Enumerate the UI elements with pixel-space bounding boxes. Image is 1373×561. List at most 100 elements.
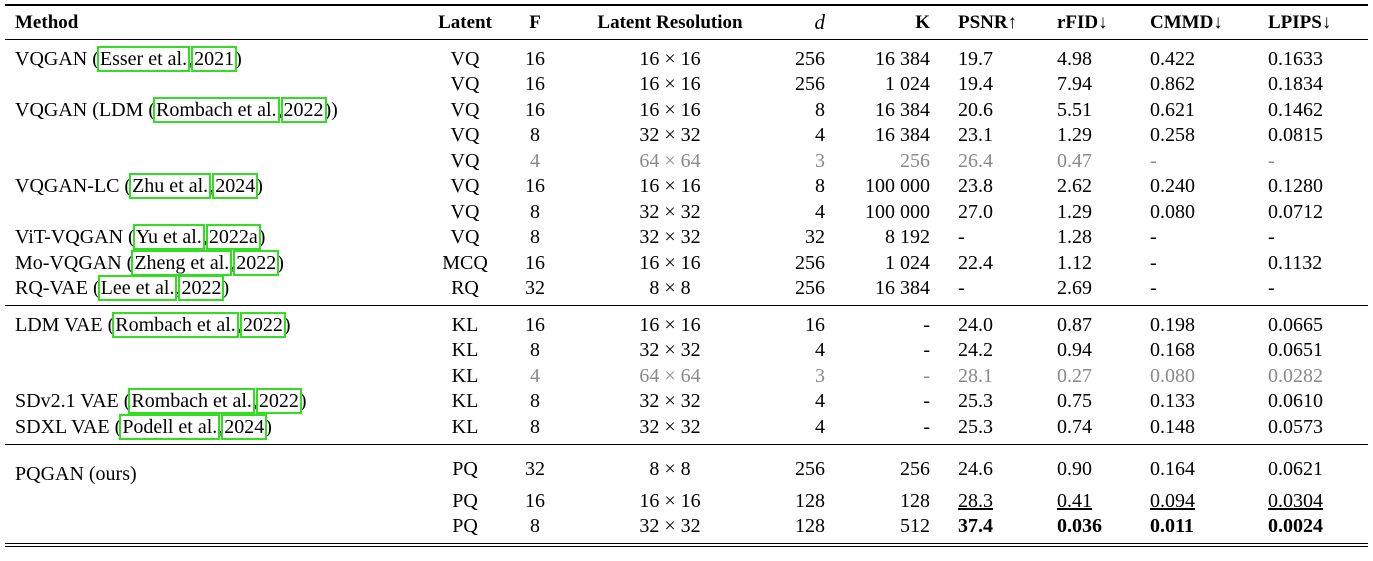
table-cell: 22.4 [958, 251, 993, 274]
table-cell: 4 [815, 415, 825, 438]
method-text: , [188, 47, 194, 70]
method-text: SDXL VAE ( [15, 415, 122, 438]
table-cell: VQ [450, 98, 480, 121]
column-header: Latent Resolution [565, 5, 775, 40]
method-cell [5, 514, 425, 546]
table-cell: 128 [795, 515, 825, 538]
table-cell: - [835, 305, 940, 338]
method-text: VQGAN-LC ( [15, 175, 132, 198]
table-cell: 4 [815, 124, 825, 147]
table-cell: KL [451, 415, 479, 438]
table-cell: 128 [900, 489, 930, 512]
citation: Esser et al. [96, 45, 191, 72]
method-cell: VQGAN-LC (Zhu et al.,2024) [5, 173, 425, 200]
citation: Zhu et al. [129, 173, 212, 200]
table-cell: 27.0 [958, 200, 993, 223]
table-row: PQGAN (ours) PQ 32 8 × 8 256 256 24.6 0.90 0.164… [5, 443, 1368, 488]
table-row: Mo-VQGAN (Zheng et al.,2022) MCQ 16 16 × 16… [5, 249, 1368, 276]
table-cell: 8 [530, 515, 540, 538]
table-cell: 0.41 [1057, 489, 1092, 512]
table-cell: 0.87 [1045, 305, 1140, 338]
table-cell: 8 × 8 [649, 277, 691, 300]
table-cell: 0.0665 [1255, 305, 1368, 338]
column-header: PSNR↑ [940, 5, 1045, 40]
table-cell: 0.0621 [1255, 443, 1368, 488]
table-cell: 256 [900, 149, 930, 172]
table-cell: MCQ [442, 251, 488, 274]
citation: Rombach et al. [152, 96, 280, 123]
table-cell: - [923, 415, 930, 438]
table-cell: 1.29 [1057, 124, 1092, 147]
citation: 2022 [233, 249, 280, 276]
method-text: , [175, 277, 181, 300]
table-cell: 0.1462 [1268, 98, 1323, 121]
method-text: , [236, 313, 242, 336]
table-cell: RQ [451, 277, 479, 300]
table-cell: 8 [530, 200, 540, 223]
method-cell [5, 488, 425, 514]
table-cell: 0.27 [1057, 364, 1092, 387]
table-header: Method Latent F Latent Resolution d K PSNR↑ rFI… [5, 5, 1368, 40]
table-cell: 0.0610 [1268, 390, 1323, 413]
table-cell: 1 024 [885, 251, 930, 274]
table-cell: 8 [530, 339, 540, 362]
table-row: RQ-VAE (Lee et al.,2022) RQ 32 8 × 8 256 16 3… [5, 275, 1368, 306]
table-cell: 24.6 [940, 443, 1045, 488]
table-cell: 32 × 32 [639, 124, 701, 147]
table-cell: 0.75 [1057, 390, 1092, 413]
table-cell: 0.0815 [1268, 124, 1323, 147]
citation: Podell et al. [119, 413, 221, 440]
table-cell: 0.0024 [1268, 515, 1323, 538]
citation: 2024 [212, 173, 259, 200]
table-cell: 8 [815, 175, 825, 198]
table-cell: 100 000 [865, 200, 930, 223]
table-cell: 25.3 [958, 390, 993, 413]
table-cell: KL [451, 364, 479, 387]
table-cell: 16 × 16 [639, 251, 701, 274]
table-cell: - [958, 277, 965, 300]
table-cell: 0.0712 [1268, 200, 1323, 223]
method-cell [5, 123, 425, 149]
results-table: Method Latent F Latent Resolution d K PSNR↑ rFI… [5, 4, 1368, 547]
table-cell: KL [451, 390, 479, 413]
table-cell: VQ [450, 47, 480, 70]
table-cell: 0.080 [1150, 364, 1195, 387]
method-cell [5, 148, 425, 174]
table-cell: 8 [530, 415, 540, 438]
table-cell: 16 384 [875, 277, 930, 300]
citation: 2022 [178, 275, 225, 302]
table-cell: 16 [525, 489, 545, 512]
table-row: LDM VAE (Rombach et al.,2022) KL 16 16 × 16… [5, 305, 1368, 338]
table-cell: 256 [795, 277, 825, 300]
method-cell [5, 199, 425, 225]
table-body: VQGAN (Esser et al.,2021) VQ 16 16 × 16 256 1… [5, 40, 1368, 546]
table-cell: 1.28 [1057, 226, 1092, 249]
method-text: )) [324, 98, 338, 121]
table-cell: 0.164 [1140, 443, 1255, 488]
method-text: ) [235, 47, 242, 70]
table-row: VQ 16 16 × 16 256 1 024 19.4 7.94 0.862 0.1834 [5, 72, 1368, 98]
table-cell: 16 × 16 [639, 175, 701, 198]
table-cell: 0.862 [1150, 73, 1195, 96]
header-row: Method Latent F Latent Resolution d K PSNR↑ rFI… [5, 5, 1368, 40]
table-cell: 20.6 [958, 98, 993, 121]
column-header: K [835, 5, 940, 40]
table-cell: 32 × 32 [639, 200, 701, 223]
table-cell: 4.98 [1057, 47, 1092, 70]
citation: Rombach et al. [112, 311, 239, 338]
table-row: ViT-VQGAN (Yu et al.,2022a) VQ 8 32 × 32 32 8… [5, 224, 1368, 251]
table-cell: - [1268, 277, 1275, 300]
table-cell: 512 [900, 515, 930, 538]
table-cell: 0.148 [1150, 415, 1195, 438]
table-cell: 16 [525, 175, 545, 198]
method-text: Mo-VQGAN ( [15, 251, 134, 274]
table-cell: 4 [530, 364, 540, 387]
table-cell: 8 [530, 390, 540, 413]
method-cell: SDXL VAE (Podell et al.,2024) [5, 413, 425, 444]
table-cell: 0.258 [1150, 124, 1195, 147]
citation: Zheng et al. [131, 249, 233, 276]
table-cell: 16 [525, 251, 545, 274]
method-cell: LDM VAE (Rombach et al.,2022) [5, 305, 425, 338]
table-cell: - [923, 364, 930, 387]
method-text: , [252, 390, 258, 413]
